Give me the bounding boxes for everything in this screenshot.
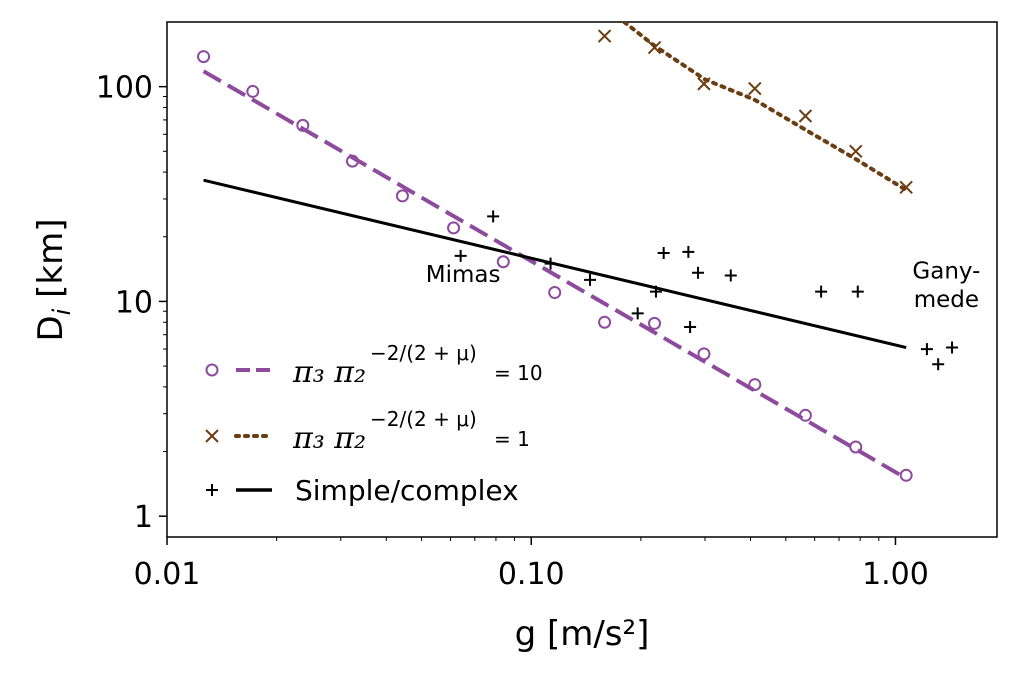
data-point [345, 154, 359, 168]
data-point [648, 316, 662, 330]
data-point [849, 144, 863, 159]
data-point [697, 77, 711, 91]
x-tick-label: 1.00 [862, 557, 929, 592]
legend-marker [206, 484, 218, 496]
data-point [899, 180, 913, 194]
plot-frame [166, 21, 998, 538]
data-point [748, 81, 762, 96]
y-tick-label: 1 [134, 500, 153, 535]
legend-label: Simple/complex [295, 474, 519, 507]
y-axis-label: Di [km] [31, 218, 76, 341]
data-point [454, 249, 467, 262]
data-point [932, 358, 945, 371]
data-point [584, 273, 597, 286]
legend-marker [205, 429, 219, 443]
data-point [849, 440, 863, 454]
series-line [202, 69, 908, 481]
data-point [296, 118, 310, 132]
data-point [647, 40, 662, 55]
legend-label: π₃ π₂ [292, 355, 366, 390]
legend-superscript: −2/(2 + μ) [370, 407, 477, 431]
x-axis-label: g [m/s²] [515, 614, 650, 654]
annotation-label: Mimas [426, 262, 501, 288]
data-point [748, 378, 762, 392]
data-point [697, 347, 711, 361]
data-point [395, 189, 409, 203]
legend-value: = 10 [494, 361, 543, 385]
data-point [649, 285, 662, 298]
data-point [851, 285, 864, 298]
legend-superscript: −2/(2 + μ) [370, 341, 477, 365]
data-point [684, 321, 697, 334]
data-point [920, 343, 933, 356]
data-point [548, 286, 562, 300]
data-point [682, 245, 695, 258]
series-line [622, 22, 909, 193]
data-point [598, 315, 612, 329]
data-point [496, 255, 510, 269]
data-point [631, 307, 644, 320]
data-point [657, 247, 670, 260]
legend-value: = 1 [494, 427, 530, 451]
x-tick-label: 0.10 [498, 557, 565, 592]
data-point [798, 408, 812, 422]
data-point [487, 210, 500, 223]
data-point [798, 109, 813, 123]
y-tick-label: 100 [96, 71, 153, 106]
data-point [597, 29, 612, 43]
legend-marker [205, 363, 219, 377]
plot-area [197, 22, 959, 482]
data-point [724, 269, 737, 282]
data-point [544, 257, 557, 270]
data-point [815, 285, 828, 298]
annotation-label: mede [914, 287, 979, 313]
data-point [246, 84, 260, 98]
axis-ticks: 0.01 0.10 1.00 1 10 100 [96, 71, 929, 592]
annotations: Mimas Gany-mede [426, 258, 981, 313]
legend-label: π₃ π₂ [292, 421, 366, 456]
x-tick-label: 0.01 [134, 557, 201, 592]
data-point [447, 221, 461, 235]
y-tick-label: 10 [115, 285, 153, 320]
data-point [899, 468, 913, 482]
data-point [692, 266, 705, 279]
annotation-label: Gany- [912, 258, 980, 284]
data-point [197, 50, 211, 64]
data-point [946, 341, 959, 354]
